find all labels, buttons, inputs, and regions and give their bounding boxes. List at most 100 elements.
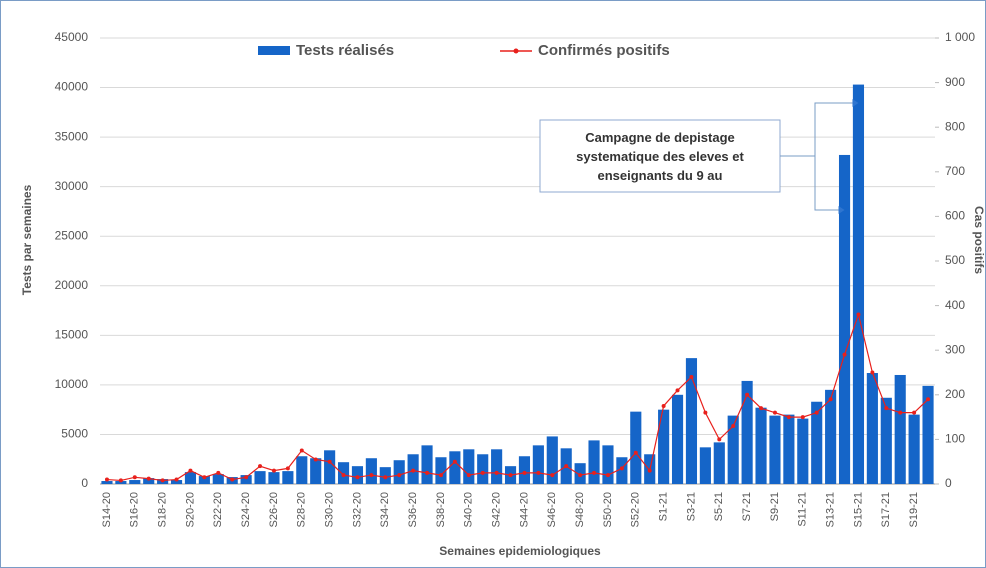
x-tick-label: S28-20 xyxy=(296,492,308,527)
line-marker xyxy=(397,473,402,478)
line-marker xyxy=(480,470,485,475)
x-tick-label: S20-20 xyxy=(184,492,196,527)
bar xyxy=(240,475,252,484)
bar xyxy=(866,372,878,484)
bar xyxy=(922,385,934,484)
line-marker xyxy=(216,470,221,475)
line-marker xyxy=(146,476,151,481)
bar xyxy=(546,436,558,484)
line-marker xyxy=(717,437,722,442)
x-tick-label: S50-20 xyxy=(602,492,614,527)
line-marker xyxy=(383,475,388,480)
x-tick-label: S14-20 xyxy=(101,492,113,527)
bar xyxy=(170,480,183,484)
bar xyxy=(713,442,725,484)
line-marker xyxy=(884,406,889,411)
line-marker xyxy=(786,415,791,420)
x-tick-label: S1-21 xyxy=(658,492,670,521)
bar xyxy=(755,407,767,484)
y2-tick-label: 1 000 xyxy=(945,30,975,44)
bar xyxy=(894,374,906,484)
bar xyxy=(491,449,503,484)
bar xyxy=(268,472,280,484)
x-tick-label: S42-20 xyxy=(491,492,503,527)
line-marker xyxy=(132,475,137,480)
bar xyxy=(727,415,739,484)
bar xyxy=(783,414,795,484)
line-marker xyxy=(285,466,290,471)
bar xyxy=(852,84,865,485)
line-marker xyxy=(494,470,499,475)
legend-label: Tests réalisés xyxy=(296,42,394,59)
x-tick-label: S5-21 xyxy=(713,492,725,521)
y2-tick-label: 0 xyxy=(945,476,952,490)
line-marker xyxy=(438,473,443,478)
bar xyxy=(630,411,642,484)
line-marker xyxy=(355,475,360,480)
line xyxy=(106,312,929,482)
bar xyxy=(351,466,364,484)
bar xyxy=(908,414,920,484)
x-tick-label: S16-20 xyxy=(129,492,141,527)
y2-tick-label: 600 xyxy=(945,209,965,223)
line-marker xyxy=(104,477,109,482)
y-tick-label: 5000 xyxy=(61,427,88,441)
line-marker xyxy=(731,424,736,429)
line-marker xyxy=(856,312,861,317)
bar xyxy=(838,154,851,484)
bar xyxy=(421,445,433,484)
bar xyxy=(880,397,892,484)
line-marker xyxy=(188,468,193,473)
arrow-head xyxy=(838,206,845,214)
x-tick-label: S32-20 xyxy=(351,492,363,527)
bar xyxy=(143,478,155,484)
line-marker xyxy=(202,475,207,480)
annotation-text: Campagne de depistage systematique des e… xyxy=(576,130,744,183)
x-tick-label: S30-20 xyxy=(324,492,336,527)
y-tick-label: 30000 xyxy=(55,179,89,193)
line-marker xyxy=(745,392,750,397)
bar xyxy=(685,358,698,484)
bar xyxy=(393,460,405,484)
line-marker xyxy=(244,475,249,480)
y2-tick-label: 500 xyxy=(945,253,965,267)
y2-tick-label: 900 xyxy=(945,75,965,89)
x-tick-label: S34-20 xyxy=(379,492,391,527)
bar xyxy=(699,447,711,484)
line-marker xyxy=(174,477,179,482)
bar xyxy=(518,456,531,484)
line-marker xyxy=(550,473,555,478)
x-tick-label: S9-21 xyxy=(769,492,781,521)
line-marker xyxy=(647,468,652,473)
line-marker xyxy=(689,374,694,379)
line-marker xyxy=(564,464,569,469)
line-marker xyxy=(828,397,833,402)
y-tick-label: 25000 xyxy=(55,228,89,242)
line-marker xyxy=(299,448,304,453)
bar xyxy=(769,415,781,484)
bar xyxy=(254,471,266,484)
line-marker xyxy=(271,468,276,473)
bar xyxy=(797,418,809,484)
line-marker xyxy=(522,470,527,475)
x-tick-label: S24-20 xyxy=(240,492,252,527)
line-marker xyxy=(327,459,332,464)
y-tick-label: 20000 xyxy=(55,278,89,292)
line-marker xyxy=(675,388,680,393)
x-tick-label: S15-21 xyxy=(852,492,864,527)
bar xyxy=(296,456,308,484)
legend-label: Confirmés positifs xyxy=(538,42,670,59)
y-tick-label: 0 xyxy=(81,476,88,490)
line-marker xyxy=(230,477,235,482)
bar xyxy=(616,457,628,484)
x-tick-label: S22-20 xyxy=(212,492,224,527)
y2-axis-label: Cas positifs xyxy=(972,206,986,274)
x-tick-label: S18-20 xyxy=(157,492,169,527)
bar xyxy=(602,445,614,484)
y-tick-label: 40000 xyxy=(55,80,89,94)
bar xyxy=(129,480,141,484)
x-tick-label: S44-20 xyxy=(518,492,530,527)
line-marker xyxy=(759,406,764,411)
line-marker xyxy=(411,468,416,473)
